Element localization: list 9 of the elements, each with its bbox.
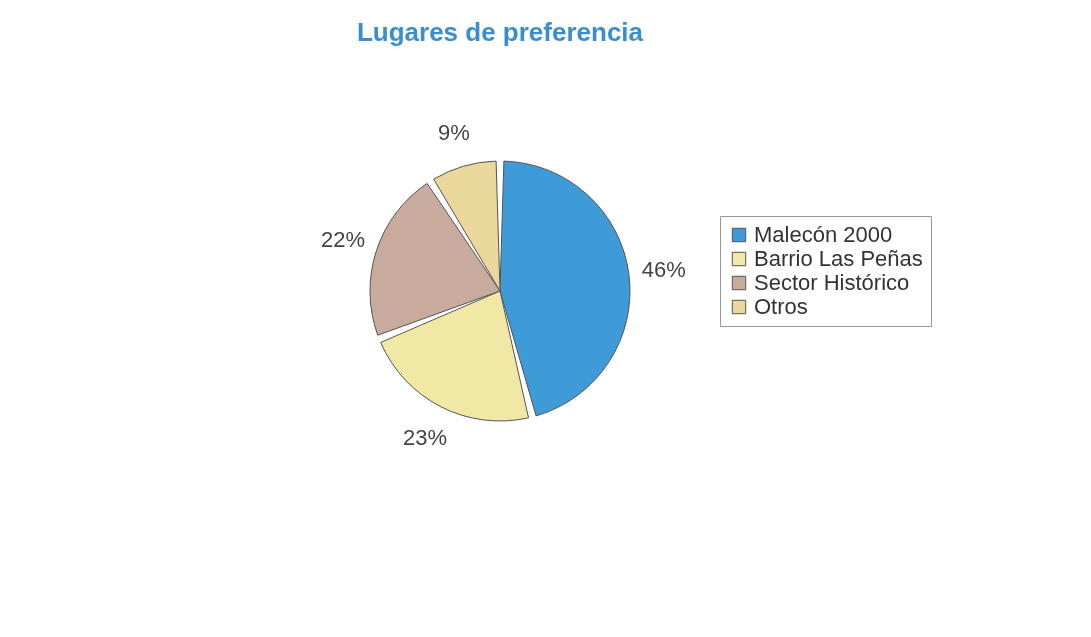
legend-label: Otros (754, 294, 808, 319)
legend-label: Malecón 2000 (754, 222, 893, 247)
data-label: 22% (321, 227, 366, 253)
legend-label: Barrio Las Peñas (754, 246, 923, 271)
data-label: 9% (438, 119, 470, 145)
data-label: 23% (403, 425, 448, 451)
data-label: 46% (641, 257, 686, 283)
chart-title: Lugares de preferencia (356, 17, 644, 47)
legend-label: Sector Histórico (754, 270, 910, 295)
